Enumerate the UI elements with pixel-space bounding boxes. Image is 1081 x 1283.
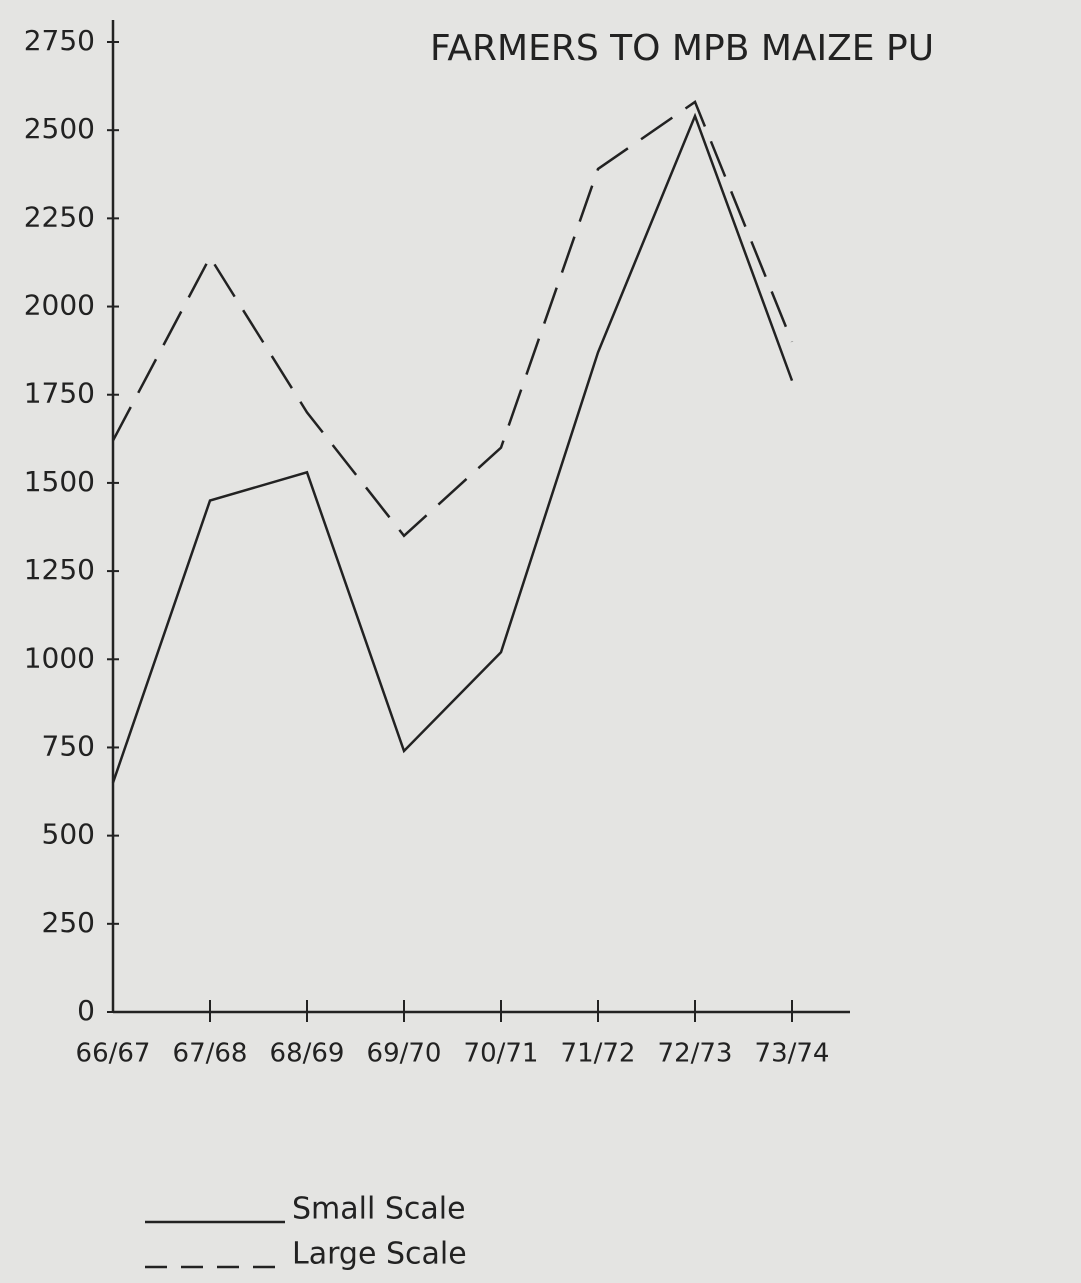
y-tick-label: 2250	[24, 200, 95, 233]
y-tick-label: 2000	[24, 289, 95, 322]
legend-label: Large Scale	[292, 1237, 467, 1272]
legend-label: Small Scale	[292, 1192, 466, 1227]
y-tick-label: 0	[77, 994, 95, 1027]
x-tick-label: 73/74	[755, 1039, 830, 1069]
x-tick-label: 66/67	[76, 1039, 151, 1069]
y-tick-label: 1000	[24, 641, 95, 674]
y-tick-label: 250	[42, 906, 95, 939]
y-tick-label: 1250	[24, 553, 95, 586]
chart-title: FARMERS TO MPB MAIZE PU	[430, 28, 934, 69]
y-tick-label: 1750	[24, 377, 95, 410]
y-tick-label: 750	[42, 729, 95, 762]
x-tick-label: 71/72	[561, 1039, 636, 1069]
x-tick-label: 67/68	[173, 1039, 248, 1069]
chart: FARMERS TO MPB MAIZE PU 0 250 500 750 1000 12…	[0, 0, 1081, 1283]
x-tick-label: 68/69	[270, 1039, 345, 1069]
x-tick-label: 70/71	[464, 1039, 539, 1069]
y-tick-label: 500	[42, 818, 95, 851]
y-tick-label: 2750	[24, 24, 95, 57]
y-tick-label: 2500	[24, 112, 95, 145]
x-tick-label: 69/70	[367, 1039, 442, 1069]
x-tick-label: 72/73	[658, 1039, 733, 1069]
y-tick-label: 1500	[24, 465, 95, 498]
